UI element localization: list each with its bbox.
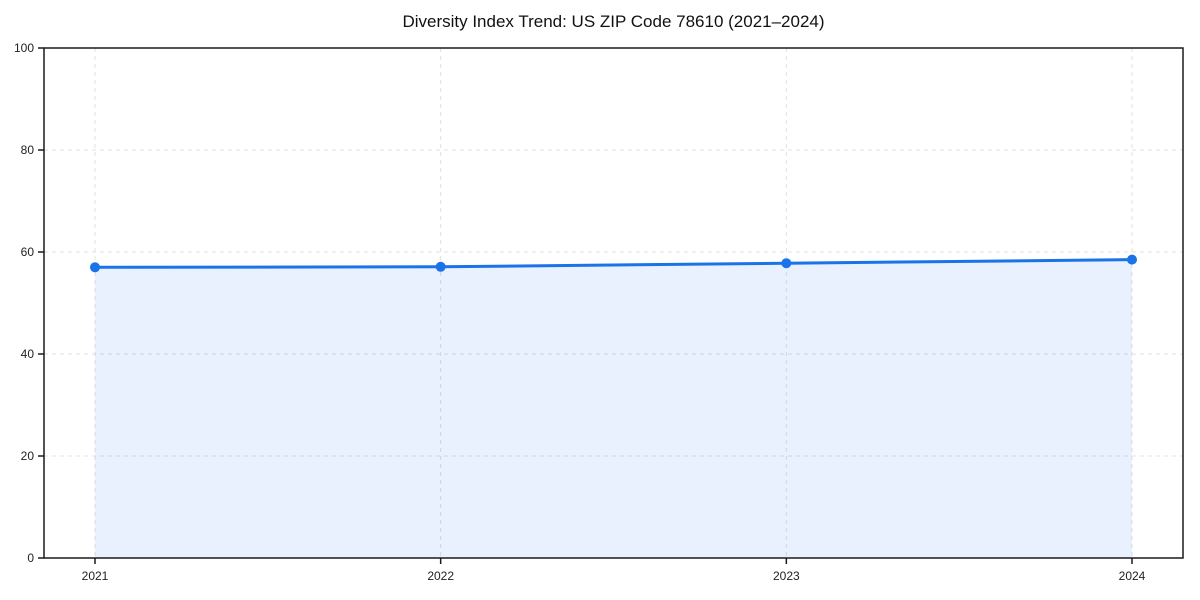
chart-title: Diversity Index Trend: US ZIP Code 78610… (402, 12, 825, 31)
x-tick-label: 2023 (773, 569, 800, 583)
x-tick-label: 2021 (82, 569, 109, 583)
x-tick-label: 2024 (1119, 569, 1146, 583)
y-tick-label: 0 (27, 551, 34, 565)
y-tick-label: 40 (21, 347, 35, 361)
x-tick-label: 2022 (427, 569, 454, 583)
data-point-2023 (781, 258, 792, 269)
data-point-2024 (1127, 254, 1137, 265)
plot-border (43, 47, 1184, 559)
data-point-2022 (435, 261, 446, 272)
data-point-2021 (90, 262, 100, 273)
y-tick-label: 100 (14, 41, 34, 55)
y-tick-label: 20 (21, 449, 35, 463)
y-tick-label: 60 (21, 245, 35, 259)
y-tick-label: 80 (21, 143, 35, 157)
trend-line (93, 258, 1134, 269)
area-fill (95, 259, 1132, 558)
